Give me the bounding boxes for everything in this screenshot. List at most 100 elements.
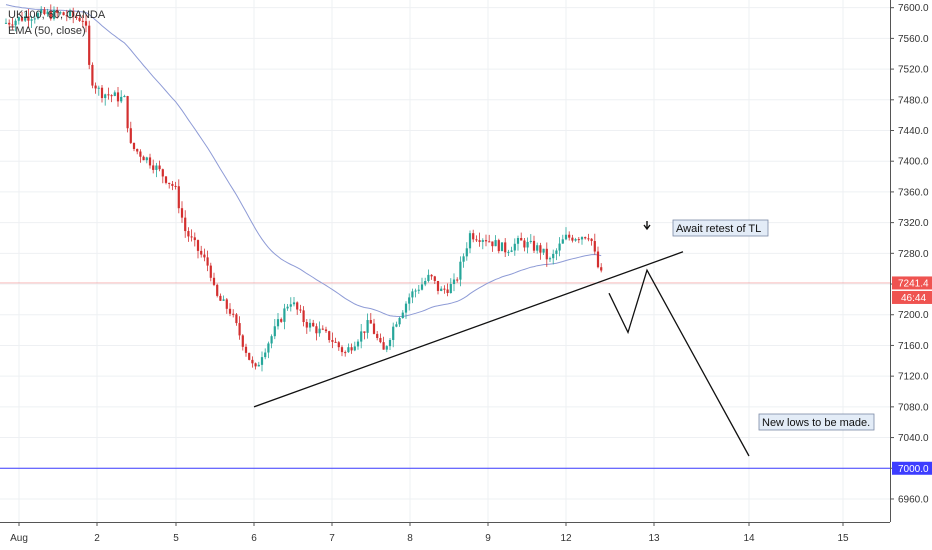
- candle-body: [385, 346, 388, 350]
- candle-body: [190, 236, 193, 238]
- y-tick-label: 7040.0: [898, 433, 929, 444]
- candle-body: [107, 94, 110, 96]
- candle-body: [212, 277, 216, 285]
- candle-body: [184, 217, 187, 232]
- x-tick-label: 6: [251, 533, 257, 544]
- y-tick-label: 7560.0: [898, 34, 929, 45]
- level-badge: 7000.0: [892, 461, 932, 475]
- candle-body: [568, 234, 571, 238]
- candle-body: [171, 183, 174, 186]
- candle-body: [14, 20, 17, 26]
- candle-body: [324, 329, 328, 332]
- y-tick-label: 7600.0: [898, 3, 929, 14]
- candle-body: [520, 238, 523, 241]
- candle-body: [584, 237, 587, 239]
- y-tick-label: 7400.0: [898, 157, 929, 168]
- new-lows-note[interactable]: New lows to be made.: [758, 413, 875, 431]
- candle-body: [366, 320, 369, 333]
- candle-body: [331, 340, 334, 342]
- candle-body: [123, 96, 126, 98]
- retest-note[interactable]: Await retest of TL: [672, 219, 769, 237]
- candle-body: [491, 241, 494, 247]
- candle-body: [155, 165, 158, 170]
- candle-body: [238, 323, 241, 336]
- candle-body: [593, 241, 596, 252]
- candle-body: [548, 258, 552, 260]
- candle-body: [574, 239, 577, 241]
- x-tick-label: 15: [837, 533, 849, 544]
- candle-body: [449, 284, 452, 294]
- x-tick-label: 8: [407, 533, 413, 544]
- candle-body: [120, 96, 123, 102]
- candle-body: [334, 341, 337, 343]
- candle-body: [126, 96, 129, 129]
- candle-body: [84, 21, 88, 26]
- candle-body: [555, 250, 558, 254]
- x-tick-label: 2: [94, 533, 100, 544]
- candle-body: [337, 342, 340, 348]
- y-tick-label: 7200.0: [898, 310, 929, 321]
- candle-body: [443, 288, 446, 290]
- candle-body: [40, 9, 43, 14]
- candle-body: [340, 347, 344, 353]
- x-tick-label: 12: [560, 533, 572, 544]
- candle-body: [148, 157, 152, 166]
- down-arrow-icon: [643, 221, 651, 231]
- y-tick-label: 7480.0: [898, 95, 929, 106]
- candle-body: [193, 237, 196, 241]
- candle-body: [481, 240, 484, 242]
- candle-body: [590, 238, 593, 242]
- y-axis[interactable]: 7600.0 7560.0 7520.0 7480.0 7440.0 7400.0 7360…: [890, 3, 929, 505]
- candle-body: [414, 290, 417, 292]
- candle-body: [542, 248, 545, 253]
- candle-body: [209, 265, 212, 278]
- candle-body: [446, 289, 449, 294]
- candle-body: [398, 317, 401, 325]
- candle-body: [94, 85, 97, 89]
- candle-body: [475, 239, 478, 241]
- candle-body: [401, 312, 404, 318]
- candle-body: [408, 297, 411, 304]
- candle-body: [187, 231, 190, 237]
- candle-body: [75, 16, 78, 18]
- candle-body: [356, 341, 360, 347]
- candle-body: [510, 250, 513, 252]
- candle-body: [299, 309, 302, 311]
- trendline[interactable]: [253, 251, 684, 408]
- candle-body: [552, 253, 555, 259]
- candle-body: [52, 9, 56, 19]
- candle-body: [241, 335, 244, 347]
- ema-line: [5, 4, 602, 318]
- candle-body: [494, 240, 497, 247]
- candle-body: [158, 165, 161, 170]
- y-tick-label: 7440.0: [898, 126, 929, 137]
- y-tick-label: 6960.0: [898, 494, 929, 505]
- candle-body: [78, 17, 81, 21]
- candle-body: [142, 156, 145, 161]
- legend-symbol: UK100, 60, OANDA: [8, 9, 106, 21]
- candle-body: [545, 248, 548, 260]
- candle-body: [411, 291, 414, 298]
- candle-body: [468, 233, 472, 249]
- candle-body: [440, 288, 443, 291]
- x-tick-label: 13: [648, 533, 660, 544]
- candle-body: [289, 304, 292, 307]
- candles: [4, 4, 603, 372]
- candle-body: [46, 11, 49, 15]
- candle-body: [56, 9, 59, 13]
- candle-body: [577, 239, 580, 241]
- candle-body: [251, 359, 254, 364]
- x-axis[interactable]: Aug 2 5 6 7 8 9 12 13 14 15: [10, 522, 849, 544]
- candle-body: [497, 240, 500, 252]
- candle-body: [260, 357, 264, 365]
- retest-note-text: Await retest of TL: [676, 223, 761, 235]
- candle-body: [267, 343, 270, 353]
- candle-body: [308, 322, 312, 328]
- candle-body: [379, 338, 382, 343]
- candle-body: [264, 352, 267, 358]
- candle-body: [472, 233, 475, 240]
- projection-path[interactable]: [608, 268, 750, 457]
- x-tick-label: 7: [329, 533, 335, 544]
- y-tick-label: 7080.0: [898, 402, 929, 413]
